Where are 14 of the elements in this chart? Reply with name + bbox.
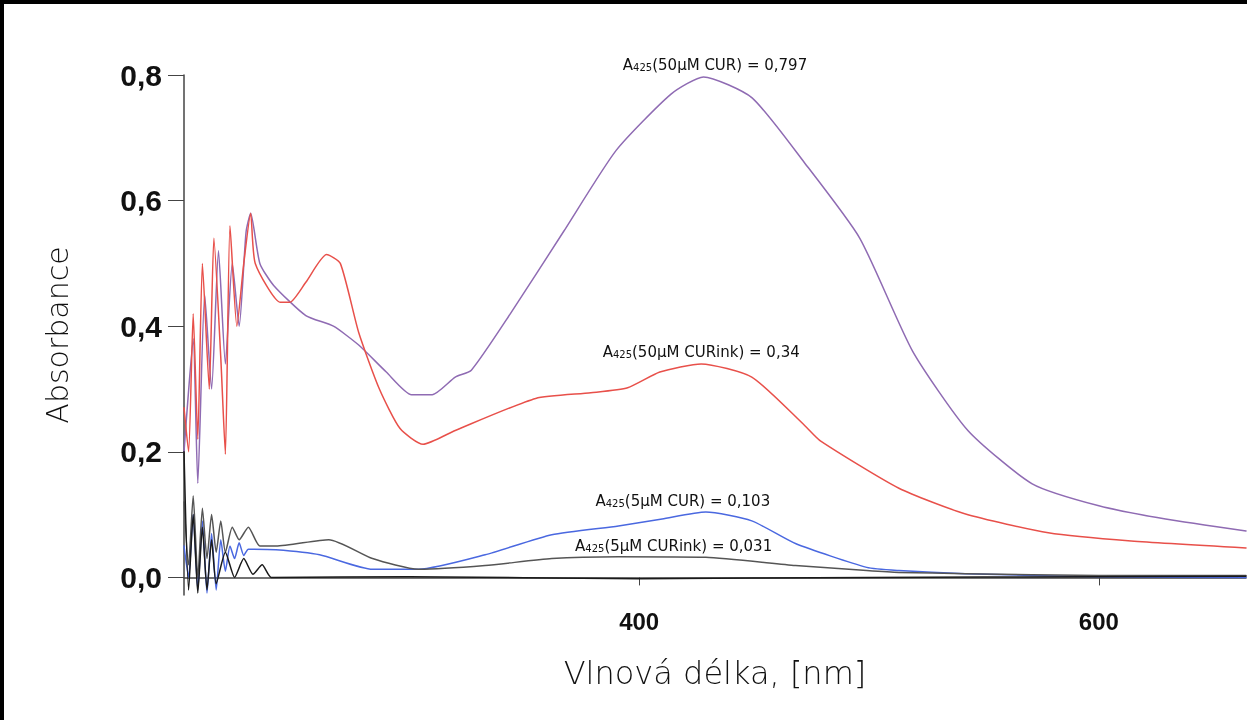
- x-axis-title: Vlnová délka, [nm]: [563, 654, 867, 692]
- annotation: A425(5µM CURink) = 0,031: [575, 536, 773, 555]
- x-tick-label: 600: [1078, 607, 1119, 635]
- y-axis-title: Absorbance: [39, 246, 75, 424]
- y-tick-label: 0,4: [120, 309, 163, 343]
- y-tick-label: 0,0: [120, 560, 162, 594]
- annotation: A425(50µM CUR) = 0,797: [622, 55, 808, 74]
- x-tick-label: 400: [619, 607, 660, 635]
- line-series: [183, 76, 1247, 532]
- y-tick-label: 0,6: [120, 184, 162, 218]
- annotation: A425(50µM CURink) = 0,34: [602, 342, 800, 361]
- y-tick-label: 0,2: [120, 435, 162, 469]
- annotation: A425(5µM CUR) = 0,103: [595, 491, 771, 510]
- y-tick-label: 0,8: [120, 58, 162, 92]
